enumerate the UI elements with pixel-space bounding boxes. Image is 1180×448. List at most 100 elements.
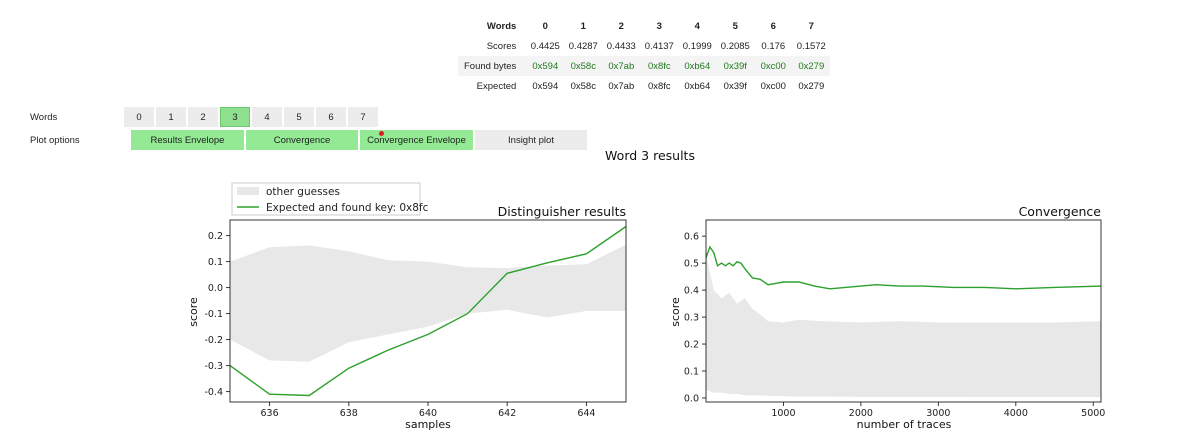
- x-tick-label: 636: [261, 408, 279, 419]
- y-tick-label: 0.1: [684, 366, 699, 377]
- x-axis-label: samples: [405, 418, 451, 431]
- score-cell: 0.4287: [568, 40, 598, 52]
- score-cell: 0.4425: [530, 40, 560, 52]
- expected-cell: 0x8fc: [647, 80, 671, 92]
- word-button-4[interactable]: 4: [252, 107, 282, 127]
- summary-word-header: 5: [716, 16, 755, 36]
- x-tick-label: 640: [419, 408, 437, 419]
- y-tick-label: 0.0: [684, 393, 699, 404]
- plot-frame: [705, 219, 1102, 403]
- found-byte-cell: 0xb64: [678, 56, 717, 76]
- insight-plot-button[interactable]: Insight plot: [475, 130, 587, 150]
- summary-row-expected: Expected 0x594 0x58c 0x7ab 0x8fc 0xb64 0…: [458, 76, 830, 96]
- word-button-5[interactable]: 5: [284, 107, 314, 127]
- expected-cell: 0x279: [798, 80, 825, 92]
- results-envelope-button[interactable]: Results Envelope: [131, 130, 244, 150]
- score-cell: 0.176: [761, 40, 786, 52]
- y-tick-label: 0.4: [684, 286, 699, 297]
- summary-word-header: 7: [792, 16, 831, 36]
- x-tick-label: 642: [498, 408, 516, 419]
- chart-title: Convergence: [1019, 204, 1102, 219]
- word-button-3[interactable]: 3: [220, 107, 250, 127]
- score-cell: 0.2085: [720, 40, 750, 52]
- found-byte-cell: 0x39f: [716, 56, 755, 76]
- envelope-area: [706, 255, 1101, 398]
- x-tick-label: 4000: [1004, 408, 1028, 419]
- chart-title: Distinguisher results: [498, 204, 626, 219]
- legend-key-label: Expected and found key: 0x8fc: [266, 202, 429, 214]
- summary-word-header: 1: [564, 16, 603, 36]
- y-axis-label: score: [669, 297, 682, 327]
- word-button-0[interactable]: 0: [124, 107, 154, 127]
- summary-header-label: Words: [458, 16, 527, 36]
- score-cell: 0.1572: [796, 40, 826, 52]
- x-tick-label: 638: [340, 408, 358, 419]
- word-button-6[interactable]: 6: [316, 107, 346, 127]
- y-tick-label: 0.0: [208, 283, 223, 294]
- legend-box: [231, 182, 421, 216]
- y-tick-label: -0.4: [204, 387, 223, 398]
- x-tick-label: 3000: [926, 408, 950, 419]
- y-tick-label: 0.2: [208, 231, 223, 242]
- y-tick-label: 0.3: [684, 313, 699, 324]
- summary-word-header: 6: [754, 16, 793, 36]
- cursor-dot: [379, 131, 384, 136]
- distinguisher-chart: Distinguisher results samples score 636 6…: [187, 204, 627, 431]
- y-tick-label: 0.1: [208, 257, 223, 268]
- y-tick-label: 0.2: [684, 340, 699, 351]
- series-line: [229, 225, 627, 397]
- expected-cell: 0xc00: [760, 80, 786, 92]
- results-title: Word 3 results: [605, 148, 695, 163]
- legend-envelope-swatch: [237, 187, 259, 195]
- found-byte-cell: 0x279: [792, 56, 831, 76]
- score-cell: 0.1999: [682, 40, 712, 52]
- found-byte-cell: 0x8fc: [640, 56, 679, 76]
- word-button-1[interactable]: 1: [156, 107, 186, 127]
- summary-row-label: Scores: [486, 40, 517, 52]
- summary-word-header: 2: [602, 16, 641, 36]
- expected-cell: 0xb64: [684, 80, 711, 92]
- y-tick-label: 0.6: [684, 232, 699, 243]
- summary-word-header: 3: [640, 16, 679, 36]
- x-axis-label: number of traces: [857, 418, 952, 431]
- summary-word-header: 0: [526, 16, 565, 36]
- summary-row-scores: Scores 0.4425 0.4287 0.4433 0.4137 0.199…: [458, 36, 830, 56]
- summary-header-row: Words 0 1 2 3 4 5 6 7: [458, 16, 831, 36]
- word-button-2[interactable]: 2: [188, 107, 218, 127]
- y-tick-label: -0.2: [204, 335, 223, 346]
- summary-table: Words 0 1 2 3 4 5 6 7 Scores 0.4425 0.42…: [458, 16, 831, 96]
- found-byte-cell: 0x594: [526, 56, 565, 76]
- y-axis-label: score: [187, 297, 200, 327]
- x-tick-label: 1000: [771, 408, 795, 419]
- expected-cell: 0x7ab: [608, 80, 635, 92]
- convergence-button[interactable]: Convergence: [246, 130, 358, 150]
- words-label: Words: [30, 112, 58, 123]
- x-tick-label: 2000: [849, 408, 873, 419]
- summary-row-found-bytes: Found bytes 0x594 0x58c 0x7ab 0x8fc 0xb6…: [458, 56, 831, 76]
- y-tick-label: 0.5: [684, 259, 699, 270]
- word-button-7[interactable]: 7: [348, 107, 378, 127]
- expected-cell: 0x594: [532, 80, 559, 92]
- expected-cell: 0x58c: [570, 80, 596, 92]
- convergence-chart: Convergence number of traces score 1000 2…: [669, 204, 1105, 431]
- summary-row-label: Expected: [476, 80, 517, 92]
- found-byte-cell: 0x7ab: [602, 56, 641, 76]
- summary-row-label: Found bytes: [458, 56, 527, 76]
- score-cell: 0.4137: [644, 40, 674, 52]
- plot-options-label: Plot options: [30, 135, 80, 146]
- series-line: [705, 245, 1102, 290]
- legend: other guesses Expected and found key: 0x…: [231, 182, 429, 216]
- x-tick-label: 644: [577, 408, 595, 419]
- found-byte-cell: 0x58c: [564, 56, 603, 76]
- summary-word-header: 4: [678, 16, 717, 36]
- x-tick-label: 5000: [1081, 408, 1105, 419]
- envelope-area: [230, 244, 626, 362]
- legend-other-label: other guesses: [266, 186, 340, 198]
- score-cell: 0.4433: [606, 40, 636, 52]
- y-tick-label: -0.3: [204, 361, 223, 372]
- y-tick-label: -0.1: [204, 309, 223, 320]
- convergence-envelope-button[interactable]: Convergence Envelope: [360, 130, 473, 150]
- found-byte-cell: 0xc00: [754, 56, 793, 76]
- expected-cell: 0x39f: [723, 80, 747, 92]
